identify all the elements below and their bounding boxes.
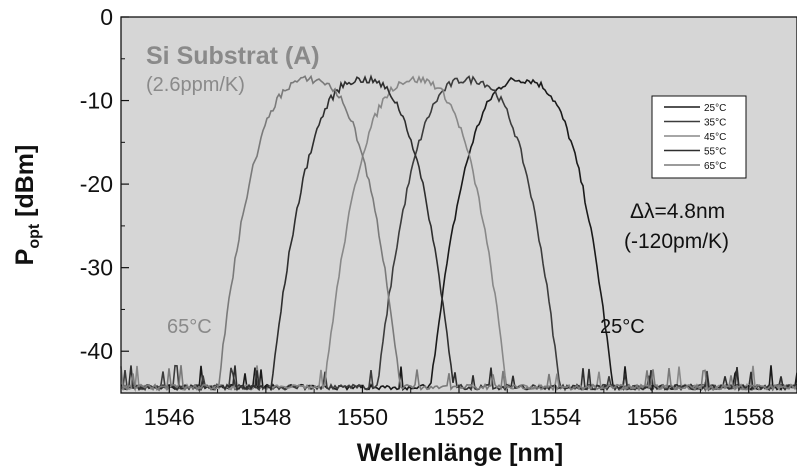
y-tick-label: -20 — [80, 171, 113, 197]
y-tick-label: 0 — [100, 4, 113, 30]
legend: 25°C 35°C 45°C 55°C 65°C — [651, 95, 747, 179]
right-temperature-label: 25°C — [600, 316, 645, 338]
delta-lambda-label: Δλ=4.8nm — [630, 200, 725, 223]
rate-label: (-120pm/K) — [624, 230, 729, 253]
x-axis-ticks: 1546 1548 1550 1552 1554 1556 1558 — [120, 385, 797, 430]
y-tick-label: -30 — [80, 255, 113, 281]
y-axis-title: Popt [dBm] — [11, 145, 43, 266]
y-axis-title-main: P — [11, 249, 39, 266]
plot-frame — [120, 16, 797, 394]
legend-label: 25°C — [704, 103, 726, 114]
y-axis-ticks: 0 -10 -20 -30 -40 — [80, 4, 129, 364]
y-axis-title-unit: [dBm] — [11, 145, 39, 224]
x-tick-label: 1550 — [337, 404, 388, 430]
legend-label: 65°C — [704, 161, 726, 172]
legend-label: 35°C — [704, 118, 726, 129]
y-tick-label: -10 — [80, 88, 113, 114]
series-line-65c — [120, 74, 797, 392]
x-tick-label: 1558 — [723, 404, 774, 430]
substrate-subtitle: (2.6ppm/K) — [146, 74, 245, 96]
x-tick-label: 1554 — [530, 404, 581, 430]
x-tick-label: 1556 — [627, 404, 678, 430]
legend-label: 55°C — [704, 147, 726, 158]
y-tick-label: -40 — [80, 338, 113, 364]
x-tick-label: 1546 — [144, 404, 195, 430]
x-tick-label: 1552 — [433, 404, 484, 430]
substrate-title: Si Substrat (A) — [146, 42, 320, 70]
x-axis-title: Wellenlänge [nm] — [357, 439, 564, 467]
left-temperature-label: 65°C — [167, 316, 212, 338]
x-tick-label: 1548 — [240, 404, 291, 430]
legend-label: 45°C — [704, 132, 726, 143]
y-axis-title-sub: opt — [26, 223, 43, 249]
plot-background — [121, 17, 797, 393]
